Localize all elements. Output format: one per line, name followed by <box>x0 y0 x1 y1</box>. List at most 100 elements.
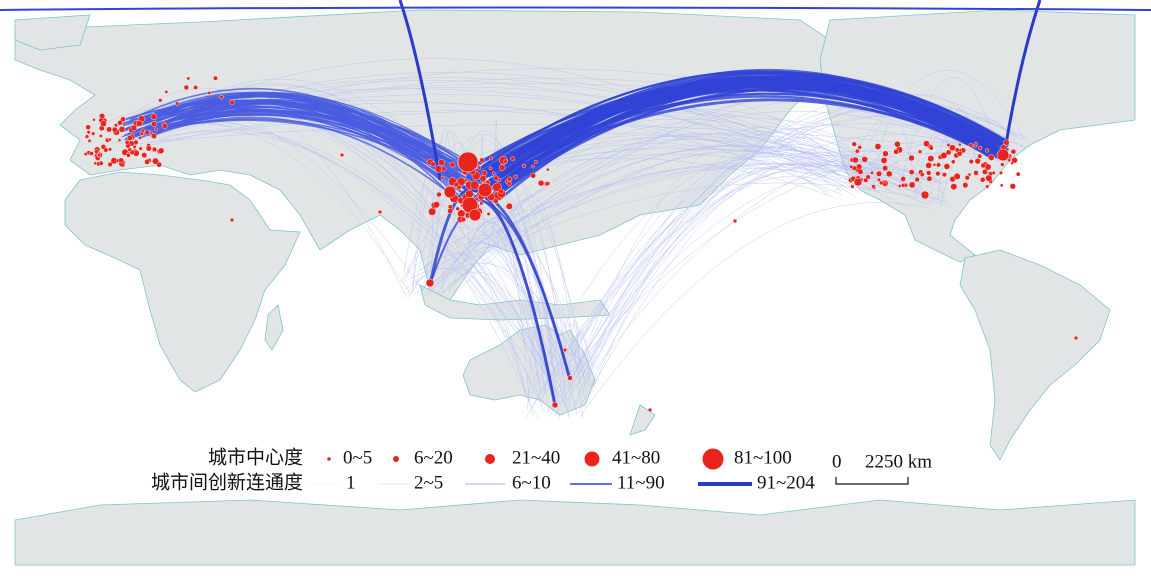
city-dot <box>949 144 956 152</box>
city-dot <box>89 151 94 156</box>
city-dot <box>488 166 493 171</box>
cities <box>83 75 1079 413</box>
city-dot <box>94 149 99 154</box>
city-dot <box>440 175 445 180</box>
city-dot <box>546 167 550 172</box>
city-dot <box>920 190 930 200</box>
city-dot <box>83 152 88 156</box>
city-dot <box>164 90 169 94</box>
city-dot <box>545 181 551 186</box>
madagascar <box>264 304 284 351</box>
city-dot <box>479 157 485 163</box>
city-dot <box>943 163 951 170</box>
city-dot <box>479 201 484 206</box>
city-dot <box>477 165 482 170</box>
city-dot <box>991 170 996 175</box>
city-dot <box>151 146 158 153</box>
city-dot <box>946 143 951 147</box>
flow-line <box>479 199 556 406</box>
city-dot <box>489 156 493 161</box>
legend-edge-label: 1 <box>346 472 356 493</box>
city-dot <box>861 156 868 163</box>
flow-line <box>398 0 442 181</box>
city-dot <box>154 127 158 132</box>
flow-line <box>441 242 551 392</box>
legend-node-label: 0~5 <box>343 447 372 468</box>
city-dot <box>647 407 653 413</box>
city-dot <box>457 151 479 173</box>
city-dot <box>897 184 902 188</box>
city-dot <box>879 180 884 186</box>
city-dot <box>91 131 96 136</box>
flow-line <box>1003 0 1042 151</box>
flow-line <box>428 188 471 286</box>
city-dot <box>118 126 126 133</box>
city-dot <box>108 147 112 152</box>
city-dot <box>537 179 545 187</box>
city-dot <box>968 143 974 148</box>
city-dot <box>908 169 915 175</box>
city-dot <box>967 172 972 177</box>
city-dot <box>980 162 986 169</box>
city-dot <box>973 170 979 176</box>
city-dot <box>923 140 930 147</box>
city-dot <box>425 278 435 288</box>
flow-line <box>497 78 992 189</box>
city-dot <box>968 159 974 165</box>
legend-edge-label: 2~5 <box>414 472 443 493</box>
city-dot <box>926 170 932 176</box>
city-dot <box>857 168 864 175</box>
city-dot <box>945 149 952 156</box>
city-dot <box>505 202 513 210</box>
city-dot <box>951 159 956 164</box>
city-dot <box>453 181 460 188</box>
city-dot <box>186 76 191 81</box>
city-dot <box>85 124 91 130</box>
city-dot <box>477 182 493 198</box>
city-dot <box>145 145 152 152</box>
city-dot <box>151 121 157 128</box>
flow-line <box>566 162 897 388</box>
legend-node-symbol <box>702 448 724 470</box>
city-dot <box>113 123 119 128</box>
city-dot <box>506 176 513 182</box>
city-dot <box>732 218 738 224</box>
city-dot <box>876 170 882 177</box>
city-dot <box>988 154 995 161</box>
city-dot <box>117 138 122 142</box>
flow-line <box>452 132 881 288</box>
city-dot <box>936 162 941 168</box>
flow-line <box>570 329 591 401</box>
city-dot <box>126 152 131 158</box>
city-dot <box>93 161 97 166</box>
city-dot <box>1073 335 1079 341</box>
legend-edge-label: 6~10 <box>512 472 551 493</box>
legend-node-symbol <box>485 454 495 464</box>
city-dot <box>433 201 440 209</box>
flow-line <box>543 160 943 384</box>
city-dot <box>996 148 1010 162</box>
flow-line <box>438 111 983 282</box>
flow-line <box>579 202 931 418</box>
city-dot <box>880 157 888 164</box>
city-dot <box>434 165 443 173</box>
city-dot <box>513 174 518 179</box>
city-dot <box>985 184 990 189</box>
city-dot <box>1015 171 1021 177</box>
city-dot <box>152 157 159 165</box>
flow-line <box>484 98 1010 188</box>
city-dot <box>562 347 568 353</box>
city-dot <box>894 141 901 148</box>
legend-node-symbol <box>584 451 600 467</box>
edge-legend-title: 城市间创新连通度 <box>151 471 303 493</box>
city-dot <box>151 133 157 139</box>
city-dot <box>129 149 135 155</box>
city-dot <box>87 138 92 143</box>
flow-line <box>408 267 570 372</box>
flow-line <box>435 138 862 283</box>
flow-line <box>0 6 1151 11</box>
city-dot <box>428 207 437 216</box>
scale-bar: 0 2250 km <box>832 451 932 485</box>
city-dot <box>486 212 491 216</box>
